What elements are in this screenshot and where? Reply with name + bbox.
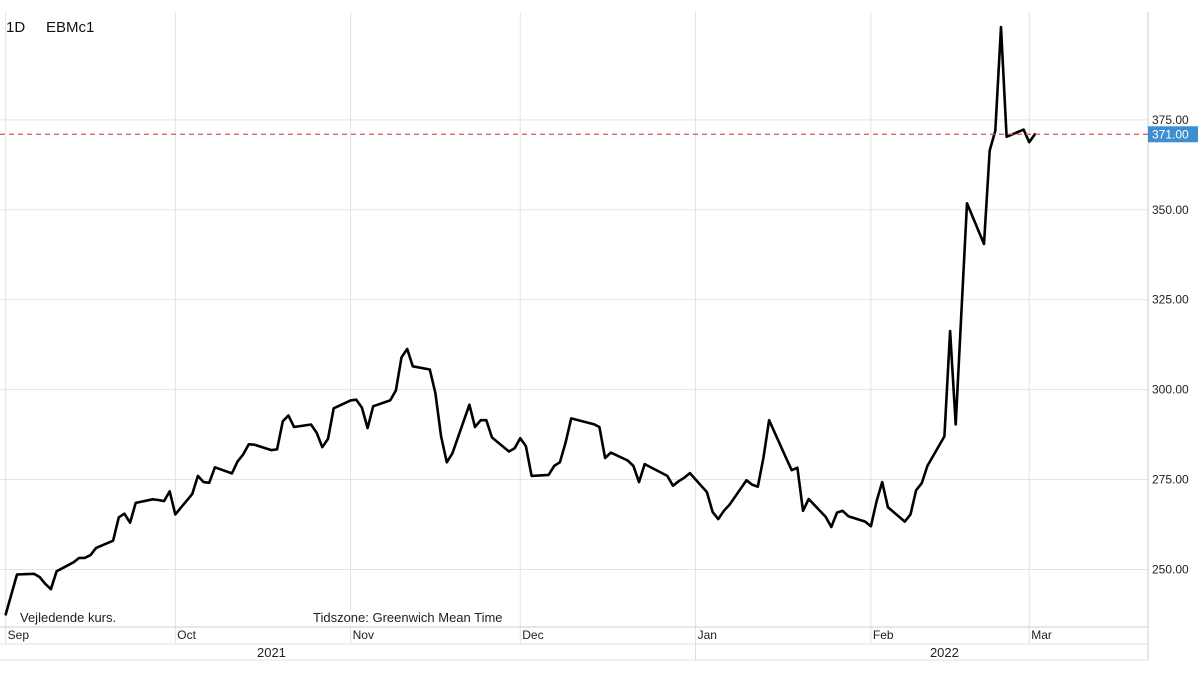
x-tick-label: Feb	[873, 628, 894, 642]
x-tick-label: Mar	[1031, 628, 1052, 642]
last-value-label: 371.00	[1152, 127, 1189, 141]
last-value-badge	[1148, 126, 1198, 143]
price-line	[4, 25, 1037, 616]
x-tick-label: Dec	[522, 628, 543, 642]
grid-lines	[0, 12, 1148, 644]
y-tick-label: 250.00	[1152, 562, 1189, 576]
x-tick-label: Oct	[177, 628, 196, 642]
x-tick-label: Jan	[698, 628, 717, 642]
y-tick-label: 350.00	[1152, 203, 1189, 217]
y-tick-label: 325.00	[1152, 293, 1189, 307]
symbol-label[interactable]: EBMc1	[46, 19, 95, 36]
series-layer	[4, 25, 1037, 616]
interval-label[interactable]: 1D	[6, 19, 26, 36]
year-label: 2022	[930, 645, 959, 660]
indicative-price-note: Vejledende kurs.	[20, 610, 117, 625]
y-tick-label: 300.00	[1152, 383, 1189, 397]
timezone-note: Tidszone: Greenwich Mean Time	[313, 610, 503, 625]
year-label: 2021	[257, 645, 286, 660]
y-tick-label: 275.00	[1152, 473, 1189, 487]
last-value-marker: 371.00	[0, 126, 1198, 143]
x-tick-label: Nov	[353, 628, 374, 642]
axes: 250.00 275.00 300.00 325.00 350.00 375.00 Sep O…	[0, 12, 1189, 661]
y-tick-label: 375.00	[1152, 113, 1189, 127]
x-tick-label: Sep	[8, 628, 30, 642]
